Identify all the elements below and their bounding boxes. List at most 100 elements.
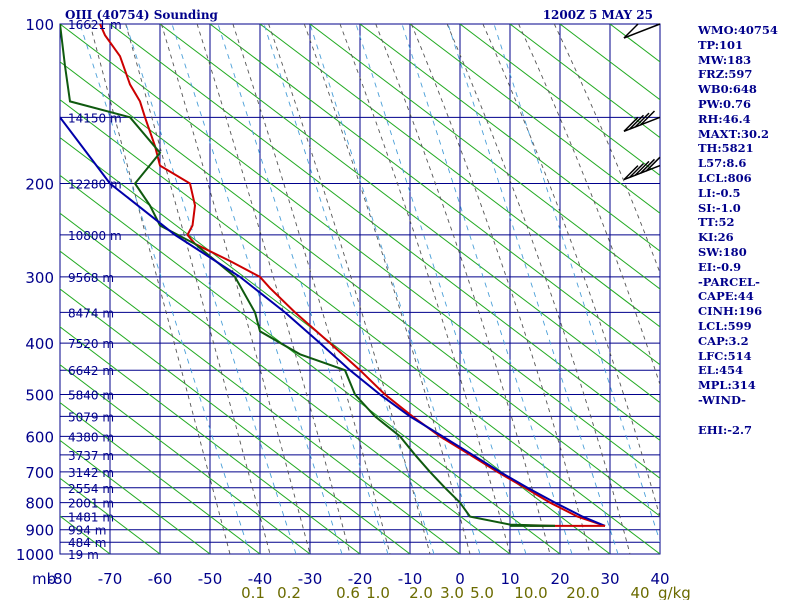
dry-adiabat xyxy=(409,24,660,214)
temp-tick-label: -80 xyxy=(48,570,73,588)
pressure-label: 700 xyxy=(25,464,54,482)
barb-staff xyxy=(623,23,661,39)
index-line: LFC:514 xyxy=(698,348,752,363)
height-label: 10800 m xyxy=(68,229,122,243)
barb-feather xyxy=(623,23,639,39)
temp-tick-label: -10 xyxy=(398,570,423,588)
chart-title: OIII (40754) Sounding xyxy=(65,8,219,22)
mixing-ratio-line xyxy=(125,24,297,554)
mixing-ratio-unit: g/kg xyxy=(658,584,691,600)
index-line: WB0:648 xyxy=(698,82,757,97)
pressure-label: 200 xyxy=(25,176,54,194)
dry-adiabat xyxy=(60,401,261,554)
pressure-label: 800 xyxy=(25,495,54,513)
indices-panel: WMO:40754 TP:101 MW:183 FRZ:597 WB0:648 PW:0.… xyxy=(698,23,798,437)
barb-feather xyxy=(639,110,656,126)
height-label: 4380 m xyxy=(68,430,114,444)
height-label: 5079 m xyxy=(68,410,114,424)
index-line: PW:0.76 xyxy=(698,96,752,111)
moist-adiabat xyxy=(196,24,351,554)
dry-adiabat xyxy=(459,24,660,177)
index-line: SW:180 xyxy=(698,244,747,259)
height-label: 7520 m xyxy=(68,337,114,351)
mixing-ratio-label: 10.0 xyxy=(514,584,547,600)
index-line: EL:454 xyxy=(698,363,744,378)
mixing-ratio-label: 0.6 xyxy=(336,584,360,600)
dry-adiabat xyxy=(60,61,660,517)
temp-tick-label: -40 xyxy=(248,570,273,588)
moist-adiabat xyxy=(518,24,660,387)
index-line: RH:46.4 xyxy=(698,111,751,126)
mixing-ratio-line xyxy=(263,24,435,554)
mixing-ratio-line xyxy=(447,24,619,554)
barb-feather xyxy=(628,114,645,130)
index-line: EHI:-2.7 xyxy=(698,422,753,437)
temp-tick-label: -30 xyxy=(298,570,323,588)
moist-adiabat xyxy=(303,24,471,554)
height-label: 12280 m xyxy=(68,178,122,192)
mixing-ratio-label: 5.0 xyxy=(470,584,494,600)
moist-adiabat xyxy=(482,24,660,519)
temp-tick-label: 40 xyxy=(650,570,669,588)
pressure-label: 400 xyxy=(25,335,54,353)
valid-time: 1200Z 5 MAY 25 xyxy=(543,8,653,22)
mixing-ratio-line xyxy=(309,24,481,554)
dry-adiabat xyxy=(60,250,461,554)
barb-feather xyxy=(634,112,650,128)
dry-adiabat xyxy=(209,24,660,366)
moist-adiabat xyxy=(375,24,551,554)
pressure-unit-label: mb xyxy=(32,570,56,588)
index-line: MAXT:30.2 xyxy=(698,126,769,141)
moist-adiabat xyxy=(160,24,311,554)
index-line: WMO:40754 xyxy=(698,23,778,37)
temp-tick-label: -50 xyxy=(198,570,223,588)
temperature-trace xyxy=(99,24,606,527)
dry-adiabat xyxy=(109,24,660,442)
moist-adiabat xyxy=(125,24,271,554)
parcel-trace xyxy=(60,116,606,527)
mixing-ratio-label: 3.0 xyxy=(440,584,464,600)
index-line: L57:8.6 xyxy=(698,156,747,171)
barb-feather xyxy=(628,162,645,179)
temp-tick-label: 0 xyxy=(455,570,465,588)
barb-feather xyxy=(639,158,656,174)
index-line: -WIND- xyxy=(698,392,746,407)
pressure-label: 900 xyxy=(25,522,54,540)
wind-barb-185 xyxy=(623,156,661,181)
index-line xyxy=(698,408,798,423)
index-line: LCL:599 xyxy=(698,318,752,333)
dry-adiabat xyxy=(60,136,611,554)
dewpoint-trace xyxy=(60,24,556,527)
mixing-ratio-label: 20.0 xyxy=(566,584,599,600)
barb-feather xyxy=(634,160,650,176)
pressure-label: 500 xyxy=(25,386,54,404)
height-label: 5840 m xyxy=(68,388,114,402)
index-line: SI:-1.0 xyxy=(698,200,741,215)
pressure-label: 300 xyxy=(25,269,54,287)
index-line: -PARCEL- xyxy=(698,274,760,289)
dry-adiabat xyxy=(60,174,561,554)
dry-adiabat xyxy=(60,288,411,554)
mixing-ratio-line xyxy=(401,24,573,554)
height-label: 994 m xyxy=(68,524,106,538)
height-label: 19 m xyxy=(68,548,99,562)
index-line: CAP:3.2 xyxy=(698,333,749,348)
index-line: MPL:314 xyxy=(698,378,756,393)
height-label: 6642 m xyxy=(68,364,114,378)
mixing-ratio-line xyxy=(217,24,389,554)
height-label: 9568 m xyxy=(68,271,114,285)
height-label: 14150 m xyxy=(68,111,122,125)
index-line: CAPE:44 xyxy=(698,289,754,304)
index-line: TT:52 xyxy=(698,215,735,230)
temp-tick-label: 20 xyxy=(550,570,569,588)
height-label: 8474 m xyxy=(68,306,114,320)
mixing-ratio-line xyxy=(493,24,660,544)
index-line: FRZ:597 xyxy=(698,67,753,82)
sounding-traces xyxy=(60,24,606,527)
dry-adiabat xyxy=(60,24,660,479)
adiabat-lines xyxy=(60,24,660,554)
index-line: LI:-0.5 xyxy=(698,185,741,200)
dry-adiabat xyxy=(509,24,660,139)
dry-adiabat xyxy=(309,24,660,290)
